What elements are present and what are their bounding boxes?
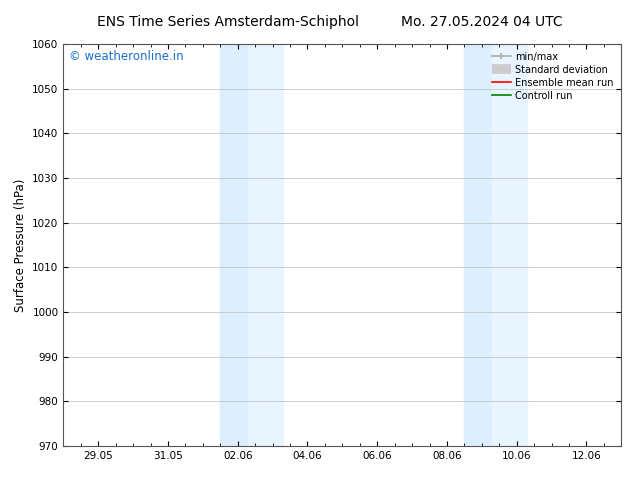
- Bar: [493, 44, 527, 446]
- Text: ENS Time Series Amsterdam-Schiphol: ENS Time Series Amsterdam-Schiphol: [97, 15, 359, 29]
- Bar: [464, 44, 492, 446]
- Y-axis label: Surface Pressure (hPa): Surface Pressure (hPa): [14, 178, 27, 312]
- Bar: [248, 44, 283, 446]
- Text: © weatheronline.in: © weatheronline.in: [69, 50, 184, 63]
- Bar: [221, 44, 248, 446]
- Text: Mo. 27.05.2024 04 UTC: Mo. 27.05.2024 04 UTC: [401, 15, 562, 29]
- Legend: min/max, Standard deviation, Ensemble mean run, Controll run: min/max, Standard deviation, Ensemble me…: [489, 49, 616, 103]
